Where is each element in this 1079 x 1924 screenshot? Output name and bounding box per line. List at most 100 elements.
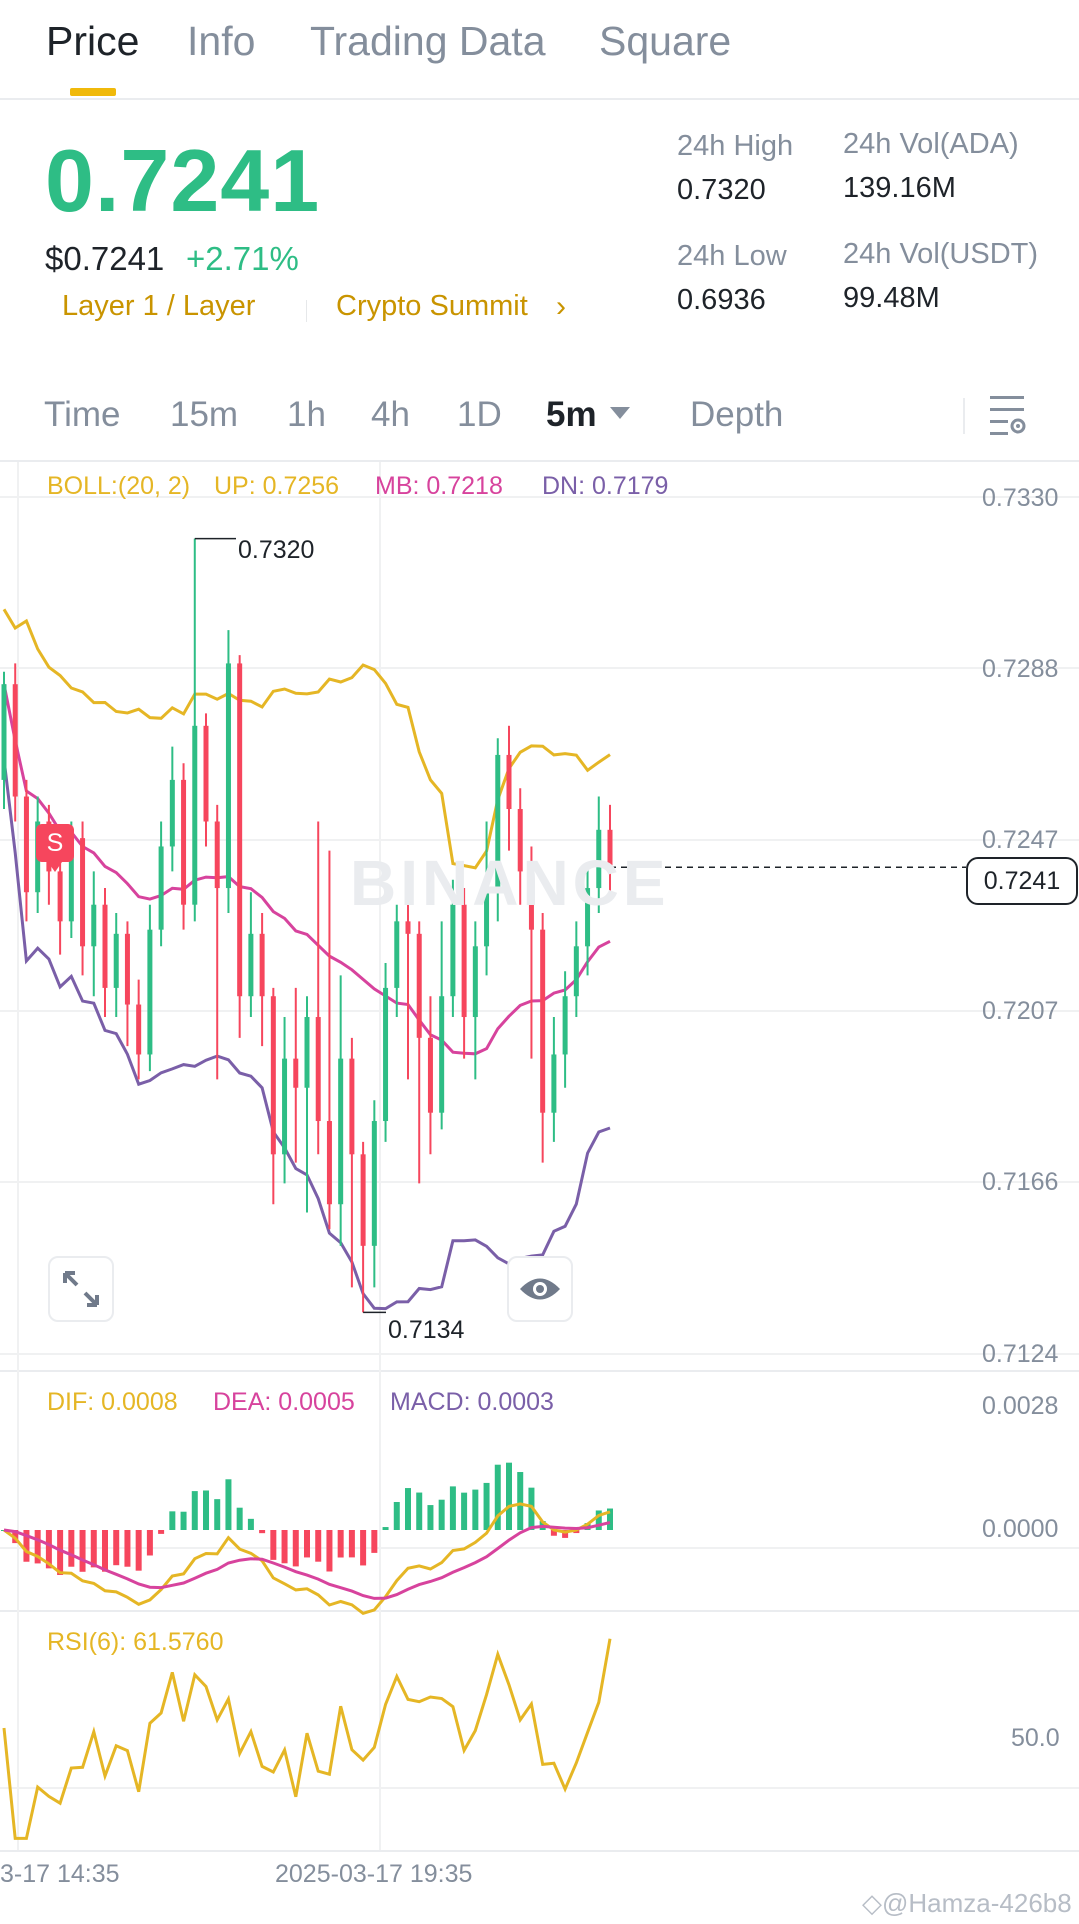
active-tab-indicator: [70, 88, 116, 96]
macd-bar: [45, 1530, 52, 1569]
last-price: 0.7241: [45, 131, 321, 230]
price-axis-label: 0.7207: [982, 997, 1059, 1025]
tab-price[interactable]: Price: [46, 18, 140, 64]
price-change-percent: +2.71%: [186, 240, 299, 277]
chart-settings-icon[interactable]: [990, 394, 1026, 436]
macd-bar: [23, 1530, 30, 1562]
candle-body: [461, 904, 467, 1018]
macd-bar: [113, 1530, 120, 1566]
interval-15m[interactable]: 15m: [170, 395, 239, 434]
macd-bar: [348, 1530, 355, 1558]
macd-bar: [461, 1492, 468, 1530]
candle-body: [91, 904, 97, 947]
macd-panel: [1, 1462, 613, 1615]
interval-time[interactable]: Time: [44, 395, 121, 434]
tab-info[interactable]: Info: [187, 18, 256, 64]
vol-quote-value: 99.48M: [843, 282, 940, 314]
user-watermark: ◇@Hamza-426b8: [862, 1888, 1072, 1918]
candle-body: [551, 1054, 557, 1113]
macd-bar: [393, 1502, 400, 1530]
candle-body: [304, 1017, 310, 1088]
macd-bar: [360, 1530, 367, 1566]
macd-bar: [550, 1530, 557, 1536]
binance-watermark: BINANCE: [350, 847, 670, 919]
macd-bar: [34, 1530, 41, 1564]
macd-bar: [562, 1530, 569, 1538]
rsi-value: RSI(6): 61.5760: [47, 1628, 224, 1656]
tag-divider: [306, 300, 307, 322]
macd-bar: [247, 1518, 254, 1530]
macd-bar: [304, 1530, 310, 1558]
chevron-right-icon[interactable]: ›: [556, 290, 566, 323]
candle-body: [293, 1058, 299, 1088]
low-value: 0.6936: [677, 284, 766, 316]
candle-body: [528, 871, 534, 930]
high-marker-label: 0.7320: [238, 536, 315, 564]
candle-body: [270, 996, 276, 1155]
candle-body: [338, 1058, 344, 1205]
boll-mb: MB: 0.7218: [375, 472, 503, 500]
macd-bar: [607, 1508, 613, 1530]
macd-bar: [146, 1530, 153, 1556]
interval-1h[interactable]: 1h: [287, 395, 326, 434]
macd-bar: [315, 1530, 322, 1562]
macd-bar: [214, 1499, 221, 1530]
candle-body: [371, 1121, 377, 1246]
macd-bar: [79, 1530, 86, 1572]
high-label: 24h High: [677, 130, 794, 162]
depth-tab[interactable]: Depth: [690, 395, 784, 434]
time-axis-label: 3-17 14:35: [0, 1860, 120, 1888]
interval-4h[interactable]: 4h: [371, 395, 410, 434]
candle-body: [181, 779, 187, 905]
macd-bar: [68, 1530, 75, 1567]
macd-bar: [270, 1530, 277, 1560]
candle-body: [57, 871, 63, 922]
macd-bar: [438, 1499, 445, 1530]
macd-dea: DEA: 0.0005: [213, 1388, 355, 1416]
candle-body: [248, 933, 254, 997]
macd-bar: [337, 1530, 344, 1558]
price-axis-label: 0.7124: [982, 1340, 1059, 1368]
candle-body: [472, 946, 478, 1018]
macd-bar: [416, 1492, 423, 1530]
macd-bar: [191, 1491, 198, 1530]
low-label: 24h Low: [677, 240, 787, 272]
time-axis-label: 2025-03-17 19:35: [275, 1860, 473, 1888]
high-value: 0.7320: [677, 174, 766, 206]
candle-body: [405, 921, 411, 934]
boll-dn: DN: 0.7179: [542, 472, 669, 500]
toggle-visibility-button[interactable]: [507, 1256, 573, 1322]
interval-1d[interactable]: 1D: [457, 395, 502, 434]
price-axis-label: 0.7288: [982, 655, 1059, 683]
rsi-line: [2, 1638, 612, 1840]
event-tag[interactable]: Crypto Summit: [336, 290, 528, 322]
candle-body: [282, 1058, 288, 1155]
macd-bar: [595, 1510, 602, 1530]
candle-body: [102, 904, 108, 988]
kline-chart[interactable]: [0, 458, 1079, 1878]
candle-body: [136, 1004, 142, 1055]
candle-body: [562, 996, 568, 1055]
price-axis-label: 0.7166: [982, 1168, 1059, 1196]
caret-down-icon[interactable]: [610, 407, 630, 419]
candle-body: [124, 933, 130, 1005]
tab-square[interactable]: Square: [599, 18, 732, 64]
macd-bar: [405, 1488, 411, 1530]
interval-5m-selected[interactable]: 5m: [546, 395, 597, 434]
candle-body: [349, 1058, 355, 1155]
candle-body: [596, 829, 602, 889]
category-tag[interactable]: Layer 1 / Layer: [62, 290, 256, 322]
candle-body: [68, 838, 74, 922]
macd-value: MACD: 0.0003: [390, 1388, 554, 1416]
boll-up: UP: 0.7256: [214, 472, 340, 500]
vol-base-label: 24h Vol(ADA): [843, 128, 1019, 160]
grid-lines: [0, 460, 1079, 1852]
fullscreen-button[interactable]: [48, 1256, 114, 1322]
candle-body: [147, 929, 153, 1055]
macd-bar: [517, 1472, 524, 1530]
tab-trading-data[interactable]: Trading Data: [310, 18, 546, 64]
low-marker-label: 0.7134: [388, 1316, 465, 1344]
sell-marker: S: [36, 824, 74, 872]
eye-icon: [520, 1278, 560, 1300]
rsi-axis-label: 50.0: [1011, 1724, 1060, 1752]
